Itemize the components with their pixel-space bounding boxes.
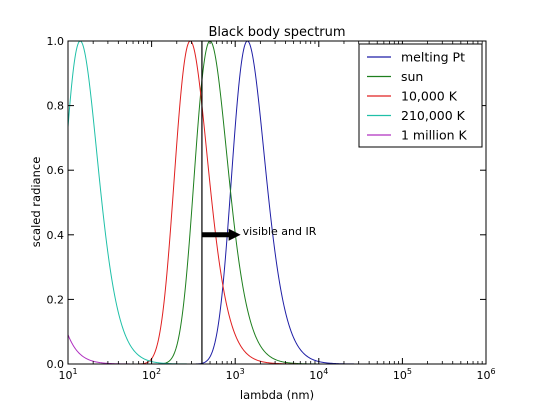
- series-line-4: [68, 41, 486, 364]
- y-tick-label: 0.0: [47, 358, 65, 371]
- x-tick-label: 102: [142, 367, 161, 382]
- y-tick-label: 1.0: [47, 35, 65, 48]
- legend-label-3: 10,000 K: [401, 89, 458, 104]
- annotation-arrow-head: [228, 228, 241, 241]
- y-tick-label: 0.2: [47, 293, 65, 306]
- legend-label-1: melting Pt: [401, 50, 465, 65]
- legend-label-2: sun: [401, 69, 423, 84]
- annotation-layer: visible and IR: [201, 41, 317, 364]
- plot-frame: [67, 40, 487, 365]
- x-tick-label: 104: [309, 367, 328, 382]
- x-tick-label: 103: [226, 367, 245, 382]
- y-axis-label: scaled radiance: [29, 157, 43, 248]
- y-tick-label: 0.6: [47, 164, 65, 177]
- legend-label-5: 1 million K: [401, 128, 468, 143]
- x-tick-label: 106: [476, 367, 495, 382]
- chart-title: Black body spectrum: [208, 25, 345, 40]
- series-line-5: [68, 334, 486, 364]
- x-tick-label: 105: [393, 367, 412, 382]
- y-axis-ticks: 0.0 0.2 0.4 0.6 0.8 1.0: [47, 35, 486, 371]
- series-line-1: [68, 41, 486, 364]
- legend-label-4: 210,000 K: [401, 108, 466, 123]
- series-line-2: [68, 41, 486, 364]
- y-tick-label: 0.8: [47, 100, 65, 113]
- x-axis-label: lambda (nm): [240, 388, 314, 402]
- y-tick-label: 0.4: [47, 229, 65, 242]
- legend: melting Pt sun 10,000 K 210,000 K 1 million …: [358, 43, 483, 148]
- annotation-text: visible and IR: [243, 225, 317, 238]
